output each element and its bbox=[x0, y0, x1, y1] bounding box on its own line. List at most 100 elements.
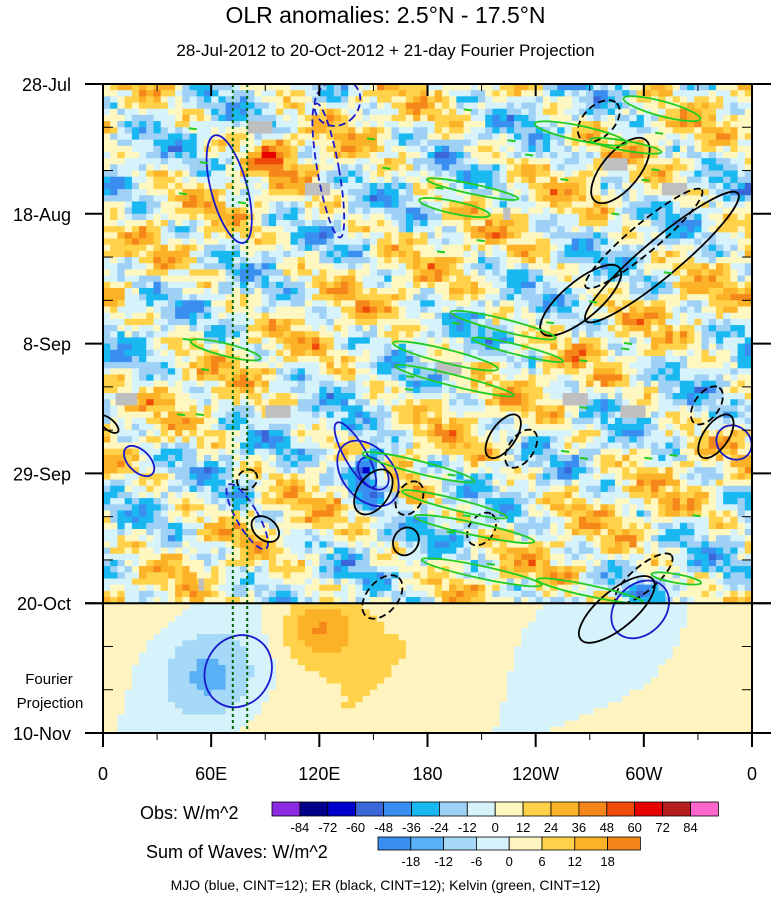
obs-cell bbox=[614, 399, 623, 407]
obs-cell bbox=[449, 213, 457, 221]
obs-cell bbox=[110, 269, 119, 277]
obs-cell bbox=[304, 226, 313, 233]
obs-cell bbox=[571, 151, 580, 159]
obs-cell bbox=[189, 294, 198, 301]
obs-cell bbox=[441, 318, 450, 326]
obs-cell bbox=[629, 417, 638, 425]
obs-cell bbox=[304, 219, 313, 227]
obs-cell bbox=[600, 275, 609, 283]
obs-cell bbox=[326, 368, 335, 376]
obs-cell bbox=[369, 139, 378, 147]
obs-cell bbox=[196, 244, 205, 252]
obs-cell bbox=[211, 151, 219, 159]
obs-cell bbox=[449, 139, 457, 147]
obs-cell bbox=[477, 114, 486, 122]
obs-cell bbox=[456, 417, 465, 425]
obs-cell bbox=[131, 133, 140, 141]
obs-cell bbox=[297, 176, 306, 184]
obs-cell bbox=[636, 226, 645, 233]
obs-cell bbox=[672, 84, 681, 91]
obs-cell bbox=[297, 263, 306, 271]
obs-cell bbox=[369, 386, 378, 394]
obs-cell bbox=[333, 201, 342, 209]
obs-cell bbox=[297, 411, 306, 419]
obs-cell bbox=[124, 263, 133, 271]
obs-cell bbox=[629, 306, 638, 314]
obs-cell bbox=[643, 201, 652, 209]
obs-cell bbox=[369, 195, 378, 203]
obs-cell bbox=[405, 151, 414, 159]
obs-cell bbox=[391, 263, 400, 271]
obs-cell bbox=[153, 374, 162, 382]
obs-cell bbox=[477, 102, 486, 110]
obs-cell bbox=[730, 164, 739, 172]
obs-cell bbox=[319, 219, 328, 227]
obs-cell bbox=[391, 386, 400, 394]
obs-cell bbox=[434, 281, 443, 289]
obs-cell bbox=[362, 127, 371, 135]
obs-cell bbox=[167, 102, 176, 110]
obs-cell bbox=[333, 306, 342, 314]
obs-cell bbox=[477, 374, 486, 382]
obs-cell bbox=[110, 226, 119, 233]
obs-cell bbox=[593, 263, 602, 271]
obs-cell bbox=[571, 312, 580, 320]
obs-cell bbox=[131, 250, 140, 258]
obs-cell bbox=[203, 133, 212, 141]
obs-cell bbox=[167, 219, 176, 227]
obs-cell bbox=[254, 399, 263, 407]
obs-cell bbox=[708, 90, 717, 97]
obs-cell bbox=[362, 158, 371, 165]
obs-cell bbox=[355, 145, 364, 153]
obs-cell bbox=[391, 368, 400, 376]
obs-cell bbox=[290, 263, 299, 271]
obs-cell bbox=[268, 121, 277, 128]
obs-cell bbox=[701, 393, 710, 400]
obs-cell bbox=[304, 90, 313, 97]
obs-cell bbox=[167, 349, 176, 357]
obs-cell bbox=[636, 108, 645, 116]
obs-cell bbox=[369, 423, 378, 431]
obs-cell bbox=[586, 189, 594, 196]
obs-cell bbox=[369, 331, 378, 339]
obs-cell bbox=[506, 84, 515, 91]
obs-cell bbox=[441, 164, 450, 172]
obs-cell bbox=[506, 121, 515, 128]
obs-cell bbox=[542, 399, 551, 407]
obs-cell bbox=[701, 405, 710, 413]
obs-cell bbox=[333, 102, 342, 110]
obs-cell bbox=[427, 244, 436, 252]
obs-cell bbox=[600, 386, 609, 394]
obs-cell bbox=[247, 96, 256, 104]
obs-cell bbox=[744, 362, 752, 369]
obs-cell bbox=[232, 96, 241, 104]
obs-cell bbox=[679, 362, 688, 369]
obs-cell bbox=[715, 263, 724, 271]
obs-cell bbox=[485, 232, 493, 240]
obs-cell bbox=[355, 201, 364, 209]
obs-cell bbox=[131, 127, 140, 135]
obs-cell bbox=[528, 213, 537, 221]
obs-cell bbox=[355, 269, 364, 277]
obs-cell bbox=[441, 84, 450, 91]
obs-cell bbox=[405, 133, 414, 141]
obs-cell bbox=[456, 325, 465, 332]
obs-cell bbox=[672, 294, 681, 301]
obs-cell bbox=[514, 219, 522, 227]
obs-cell bbox=[398, 349, 407, 357]
obs-cell bbox=[499, 201, 508, 209]
obs-cell bbox=[391, 244, 400, 252]
obs-cell bbox=[550, 337, 558, 345]
obs-cell bbox=[499, 96, 508, 104]
obs-cell bbox=[449, 238, 457, 246]
obs-cell bbox=[398, 275, 407, 283]
obs-cell bbox=[297, 380, 306, 388]
obs-cell bbox=[348, 287, 356, 295]
obs-cell bbox=[535, 312, 544, 320]
obs-cell bbox=[146, 337, 155, 345]
obs-cell bbox=[715, 331, 724, 339]
obs-cell bbox=[708, 269, 717, 277]
obs-cell bbox=[333, 386, 342, 394]
obs-cell bbox=[434, 417, 443, 425]
obs-cell bbox=[189, 393, 198, 400]
